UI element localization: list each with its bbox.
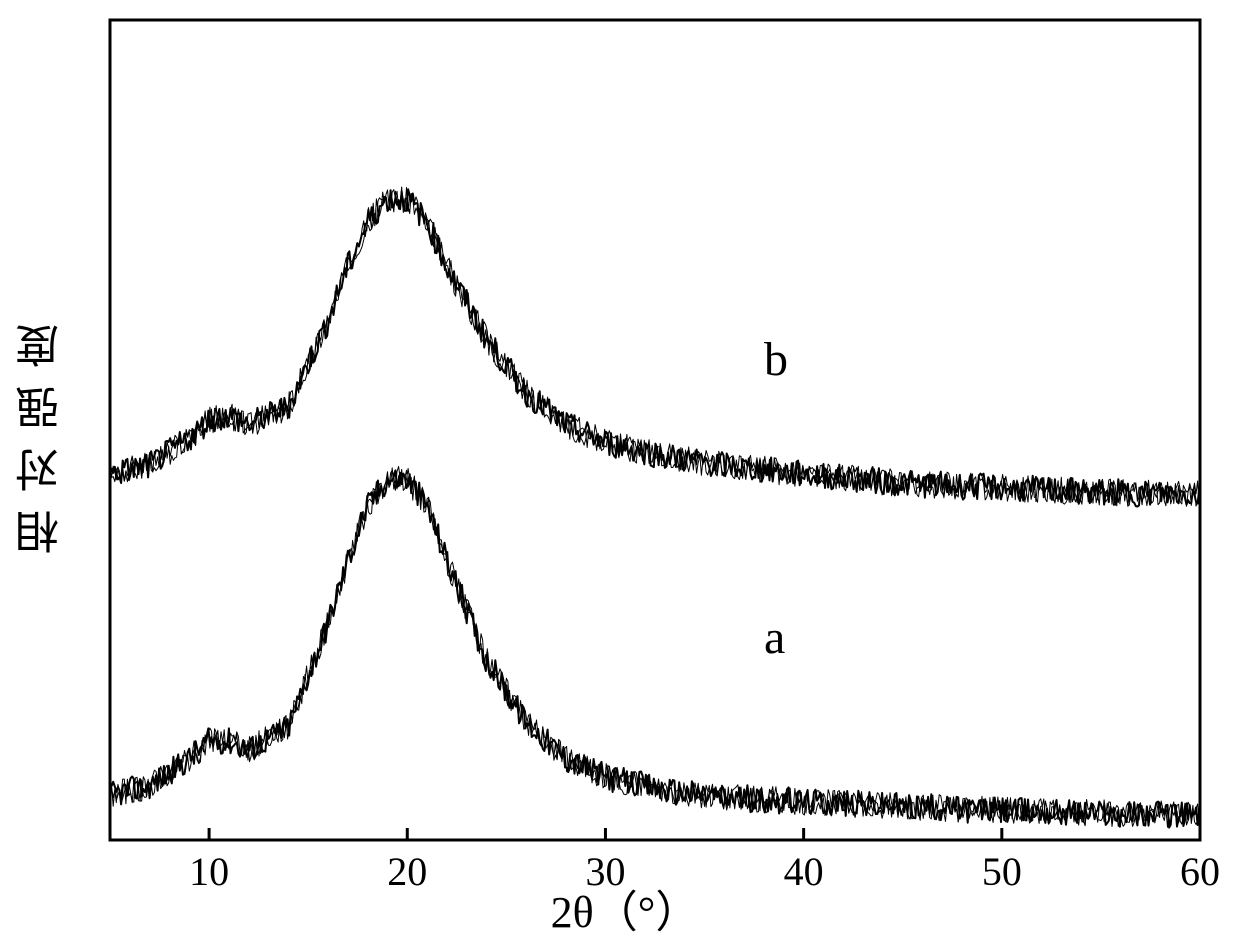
x-tick-label: 50 — [982, 848, 1022, 895]
series-label-a: a — [764, 610, 785, 665]
x-tick-label: 20 — [387, 848, 427, 895]
xrd-figure: 相对强度 2θ（°） 102030405060 ab — [0, 0, 1240, 946]
series-label-b: b — [764, 332, 788, 387]
x-tick-label: 40 — [784, 848, 824, 895]
x-tick-label: 60 — [1180, 848, 1220, 895]
chart-svg — [0, 0, 1240, 946]
x-tick-label: 30 — [585, 848, 625, 895]
x-tick-label: 10 — [189, 848, 229, 895]
